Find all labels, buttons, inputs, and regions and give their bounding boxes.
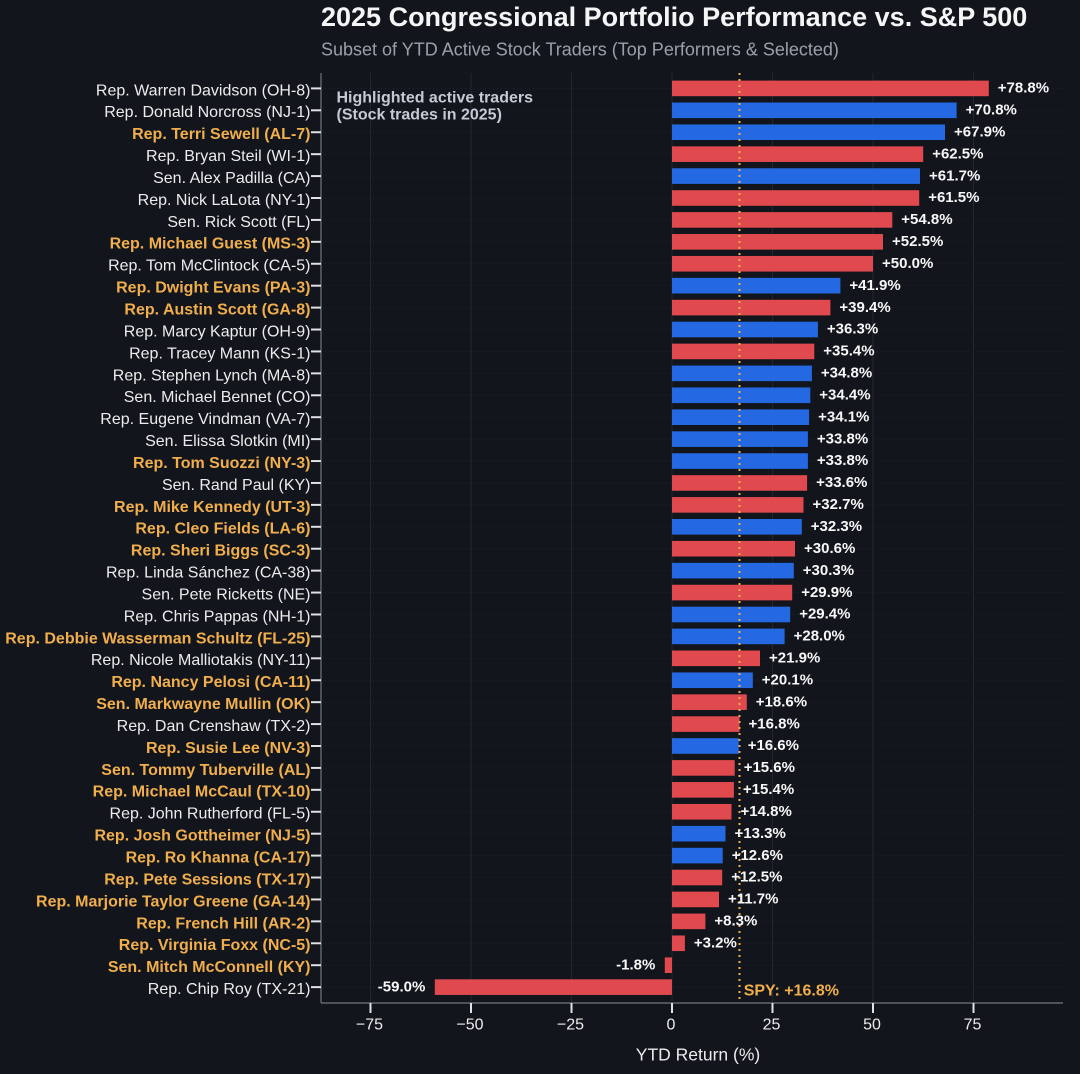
svg-text:Sen. Tommy Tuberville (AL): Sen. Tommy Tuberville (AL) — [101, 762, 310, 779]
svg-text:+34.1%: +34.1% — [818, 408, 869, 425]
svg-text:+15.4%: +15.4% — [743, 781, 794, 798]
svg-text:−50: −50 — [456, 1017, 483, 1034]
svg-text:+16.8%: +16.8% — [749, 715, 800, 732]
svg-text:Rep. Nancy Pelosi (CA-11): Rep. Nancy Pelosi (CA-11) — [111, 674, 310, 691]
svg-text:+12.5%: +12.5% — [731, 869, 782, 886]
svg-text:Rep. Chris Pappas (NH-1): Rep. Chris Pappas (NH-1) — [124, 608, 311, 625]
svg-text:Rep. Tom McClintock (CA-5): Rep. Tom McClintock (CA-5) — [108, 258, 310, 275]
svg-text:Rep. Tom Suozzi (NY-3): Rep. Tom Suozzi (NY-3) — [133, 455, 310, 472]
svg-text:Rep. Warren Davidson (OH-8): Rep. Warren Davidson (OH-8) — [96, 82, 311, 99]
svg-text:-59.0%: -59.0% — [378, 978, 426, 995]
svg-text:YTD Return (%): YTD Return (%) — [636, 1045, 760, 1065]
svg-text:+39.4%: +39.4% — [839, 299, 890, 316]
svg-text:Rep. Eugene Vindman (VA-7): Rep. Eugene Vindman (VA-7) — [100, 411, 310, 428]
svg-text:+33.6%: +33.6% — [816, 474, 867, 491]
svg-text:Rep. Virginia Foxx (NC-5): Rep. Virginia Foxx (NC-5) — [119, 937, 311, 954]
svg-text:+41.9%: +41.9% — [849, 277, 900, 294]
svg-text:+61.7%: +61.7% — [929, 167, 980, 184]
svg-text:Rep. Debbie Wasserman Schultz: Rep. Debbie Wasserman Schultz (FL-25) — [5, 630, 310, 647]
svg-text:+78.8%: +78.8% — [998, 80, 1049, 97]
svg-text:+35.4%: +35.4% — [823, 343, 874, 360]
svg-text:Rep. Michael McCaul (TX-10): Rep. Michael McCaul (TX-10) — [93, 784, 311, 801]
svg-text:Rep. Ro Khanna (CA-17): Rep. Ro Khanna (CA-17) — [126, 850, 311, 867]
svg-text:Rep. Mike Kennedy (UT-3): Rep. Mike Kennedy (UT-3) — [114, 499, 310, 516]
svg-text:+15.6%: +15.6% — [744, 759, 795, 776]
svg-text:Rep. Dan Crenshaw (TX-2): Rep. Dan Crenshaw (TX-2) — [117, 718, 311, 735]
svg-text:Sen. Michael Bennet (CO): Sen. Michael Bennet (CO) — [124, 389, 311, 406]
svg-text:+36.3%: +36.3% — [827, 321, 878, 338]
svg-text:+28.0%: +28.0% — [794, 628, 845, 645]
svg-text:Rep. Josh Gottheimer (NJ-5): Rep. Josh Gottheimer (NJ-5) — [94, 828, 310, 845]
svg-text:+50.0%: +50.0% — [882, 255, 933, 272]
svg-text:Rep. Marjorie Taylor Greene (G: Rep. Marjorie Taylor Greene (GA-14) — [36, 893, 310, 910]
svg-text:+12.6%: +12.6% — [732, 847, 783, 864]
svg-text:+70.8%: +70.8% — [966, 102, 1017, 119]
svg-text:+30.6%: +30.6% — [804, 540, 855, 557]
svg-text:Rep. Bryan Steil (WI-1): Rep. Bryan Steil (WI-1) — [146, 148, 310, 165]
svg-text:Rep. Cleo Fields (LA-6): Rep. Cleo Fields (LA-6) — [135, 521, 310, 538]
svg-text:+32.3%: +32.3% — [811, 518, 862, 535]
svg-text:Rep. Nicole Malliotakis (NY-11: Rep. Nicole Malliotakis (NY-11) — [91, 652, 311, 669]
svg-text:+14.8%: +14.8% — [741, 803, 792, 820]
svg-text:+29.4%: +29.4% — [799, 606, 850, 623]
svg-text:Rep. Michael Guest (MS-3): Rep. Michael Guest (MS-3) — [110, 236, 311, 253]
svg-text:Rep. Dwight Evans (PA-3): Rep. Dwight Evans (PA-3) — [116, 280, 310, 297]
svg-text:Sen. Alex Padilla (CA): Sen. Alex Padilla (CA) — [153, 170, 310, 187]
svg-text:50: 50 — [863, 1017, 881, 1034]
svg-text:+61.5%: +61.5% — [928, 189, 979, 206]
svg-text:75: 75 — [964, 1017, 982, 1034]
svg-text:Rep. John Rutherford (FL-5): Rep. John Rutherford (FL-5) — [110, 806, 311, 823]
svg-text:+11.7%: +11.7% — [728, 891, 778, 908]
svg-text:-1.8%: -1.8% — [616, 956, 655, 973]
svg-text:(Stock trades in 2025): (Stock trades in 2025) — [337, 107, 502, 124]
svg-text:+34.8%: +34.8% — [821, 365, 872, 382]
svg-text:SPY: +16.8%: SPY: +16.8% — [744, 983, 839, 1000]
svg-text:Rep. Chip Roy (TX-21): Rep. Chip Roy (TX-21) — [148, 981, 311, 998]
svg-text:+16.6%: +16.6% — [748, 737, 799, 754]
svg-text:Rep. Stephen Lynch (MA-8): Rep. Stephen Lynch (MA-8) — [113, 367, 311, 384]
svg-text:+18.6%: +18.6% — [756, 693, 807, 710]
svg-text:+32.7%: +32.7% — [813, 496, 864, 513]
svg-text:+8.3%: +8.3% — [714, 913, 757, 930]
svg-text:+21.9%: +21.9% — [769, 650, 820, 667]
svg-text:Rep. French Hill (AR-2): Rep. French Hill (AR-2) — [136, 915, 310, 932]
svg-text:Rep. Marcy Kaptur (OH-9): Rep. Marcy Kaptur (OH-9) — [124, 323, 311, 340]
svg-text:+52.5%: +52.5% — [892, 233, 943, 250]
svg-text:Rep. Susie Lee (NV-3): Rep. Susie Lee (NV-3) — [146, 740, 311, 757]
svg-text:2025 Congressional Portfolio P: 2025 Congressional Portfolio Performance… — [321, 2, 1027, 32]
svg-text:+29.9%: +29.9% — [801, 584, 852, 601]
svg-text:Rep. Terri Sewell (AL-7): Rep. Terri Sewell (AL-7) — [132, 126, 310, 143]
svg-text:+34.4%: +34.4% — [819, 386, 870, 403]
svg-text:Rep. Nick LaLota (NY-1): Rep. Nick LaLota (NY-1) — [138, 192, 311, 209]
svg-text:+30.3%: +30.3% — [803, 562, 854, 579]
svg-text:Highlighted active traders: Highlighted active traders — [337, 90, 534, 107]
svg-text:+3.2%: +3.2% — [694, 934, 737, 951]
svg-text:Sen. Elissa Slotkin (MI): Sen. Elissa Slotkin (MI) — [145, 433, 310, 450]
svg-text:Rep. Sheri Biggs (SC-3): Rep. Sheri Biggs (SC-3) — [131, 543, 311, 560]
svg-text:Sen. Mitch McConnell (KY): Sen. Mitch McConnell (KY) — [108, 959, 311, 976]
svg-text:Rep. Tracey Mann (KS-1): Rep. Tracey Mann (KS-1) — [129, 345, 310, 362]
svg-text:0: 0 — [667, 1017, 676, 1034]
svg-text:+33.8%: +33.8% — [817, 452, 868, 469]
svg-text:+13.3%: +13.3% — [735, 825, 786, 842]
svg-text:25: 25 — [763, 1017, 781, 1034]
svg-text:Sen. Rand Paul (KY): Sen. Rand Paul (KY) — [162, 477, 311, 494]
svg-text:+62.5%: +62.5% — [932, 145, 983, 162]
svg-text:Rep. Donald Norcross (NJ-1): Rep. Donald Norcross (NJ-1) — [104, 104, 310, 121]
svg-text:Sen. Markwayne Mullin (OK): Sen. Markwayne Mullin (OK) — [96, 696, 310, 713]
svg-text:+33.8%: +33.8% — [817, 430, 868, 447]
svg-text:Rep. Pete Sessions (TX-17): Rep. Pete Sessions (TX-17) — [104, 871, 310, 888]
svg-text:−25: −25 — [557, 1017, 584, 1034]
svg-text:Subset of YTD Active Stock Tra: Subset of YTD Active Stock Traders (Top … — [321, 40, 839, 60]
svg-text:Sen. Pete Ricketts (NE): Sen. Pete Ricketts (NE) — [142, 586, 311, 603]
svg-text:+20.1%: +20.1% — [762, 671, 813, 688]
svg-text:Sen. Rick Scott (FL): Sen. Rick Scott (FL) — [167, 214, 310, 231]
svg-text:Rep. Austin Scott (GA-8): Rep. Austin Scott (GA-8) — [124, 302, 310, 319]
svg-text:+54.8%: +54.8% — [901, 211, 952, 228]
svg-text:+67.9%: +67.9% — [954, 123, 1005, 140]
svg-text:Rep. Linda Sánchez (CA-38): Rep. Linda Sánchez (CA-38) — [106, 565, 311, 582]
svg-text:−75: −75 — [356, 1017, 383, 1034]
